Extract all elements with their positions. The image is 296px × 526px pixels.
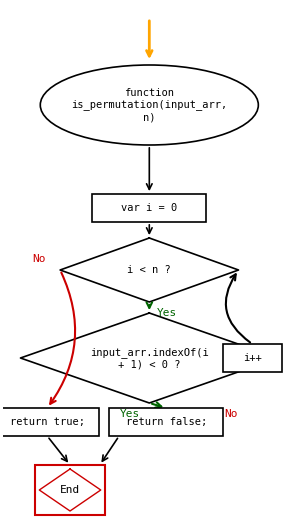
Text: End: End <box>60 485 80 495</box>
Bar <box>92 194 206 222</box>
Ellipse shape <box>40 65 258 145</box>
Bar <box>0 408 99 436</box>
Text: Yes: Yes <box>157 308 178 318</box>
Text: input_arr.indexOf(i
+ 1) < 0 ?: input_arr.indexOf(i + 1) < 0 ? <box>90 347 209 369</box>
Text: No: No <box>225 409 238 419</box>
Polygon shape <box>20 313 278 403</box>
Text: No: No <box>32 254 46 264</box>
Bar <box>223 344 282 372</box>
Text: return true;: return true; <box>10 417 85 427</box>
Bar <box>35 465 105 515</box>
Text: Yes: Yes <box>120 409 140 419</box>
Text: return false;: return false; <box>126 417 207 427</box>
Polygon shape <box>60 238 239 302</box>
Text: i++: i++ <box>243 353 262 363</box>
Text: function
is_permutation(input_arr,
n): function is_permutation(input_arr, n) <box>71 88 227 122</box>
Bar <box>109 408 223 436</box>
Text: i < n ?: i < n ? <box>128 265 171 275</box>
Text: var i = 0: var i = 0 <box>121 203 177 213</box>
